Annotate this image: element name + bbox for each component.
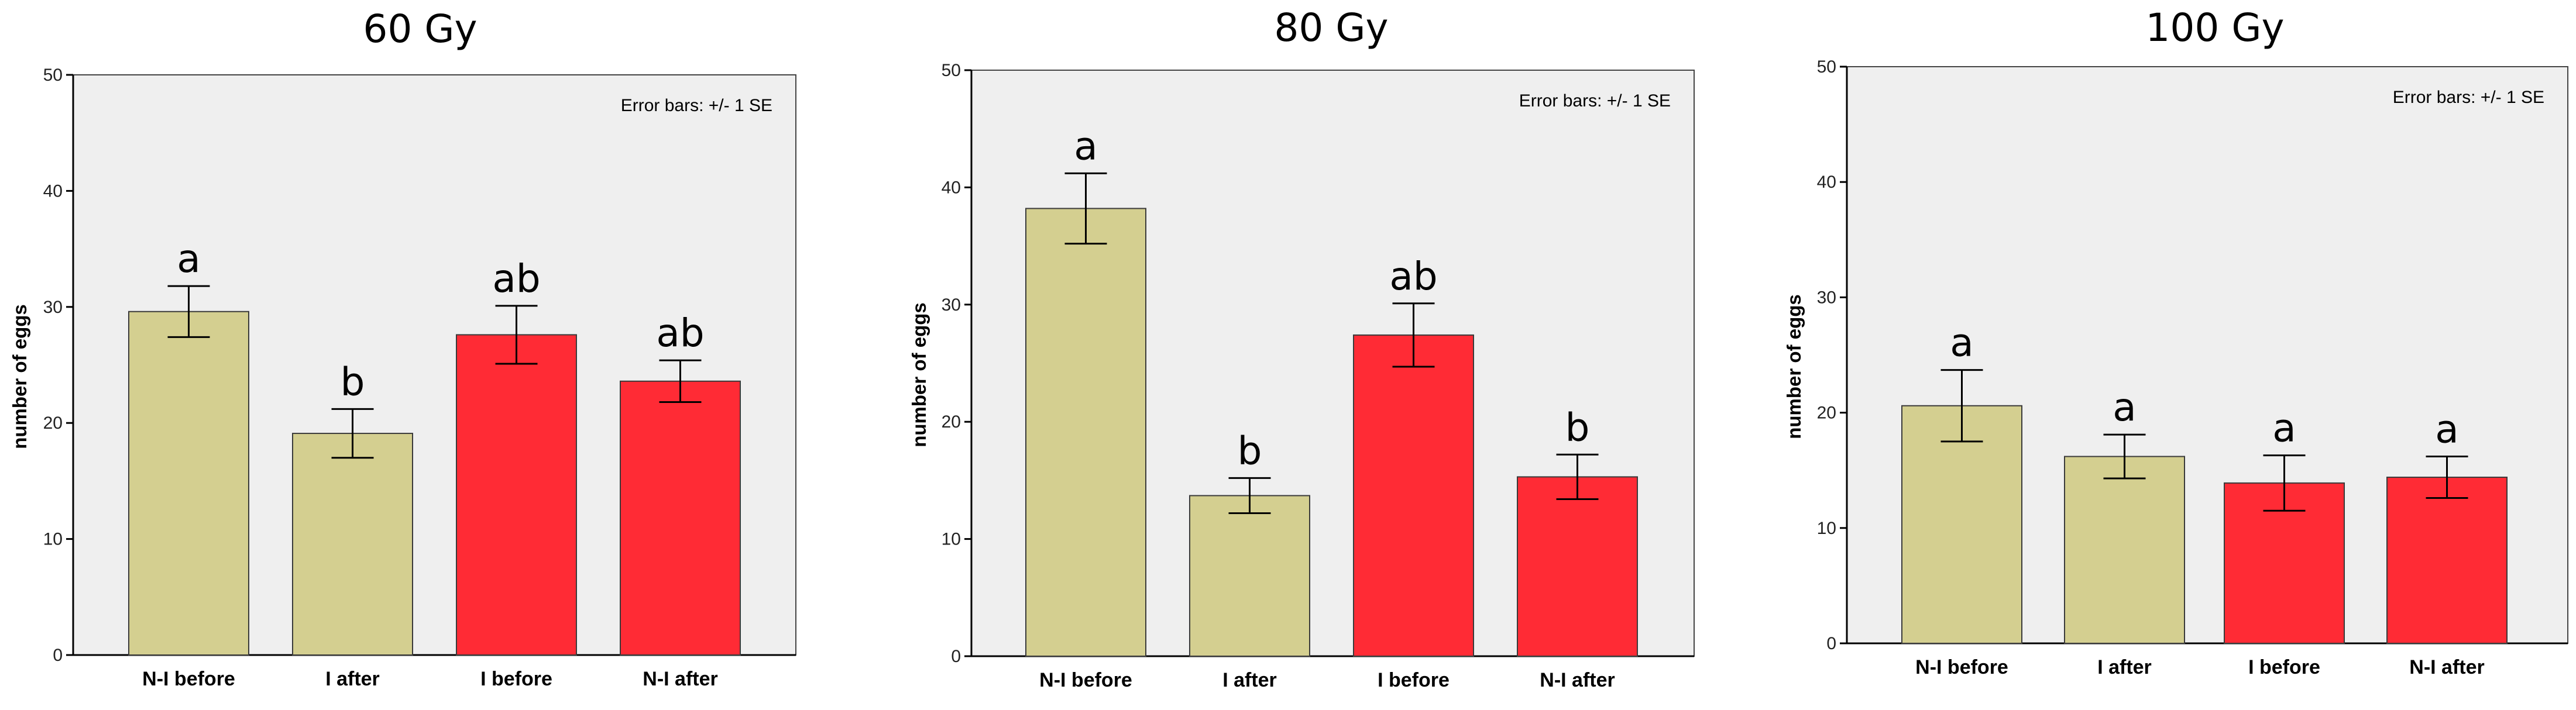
y-tick-label: 50 (43, 66, 63, 85)
y-axis-label: number of eggs (9, 304, 30, 449)
significance-label: a (177, 236, 200, 281)
y-axis-label: number of eggs (908, 302, 930, 447)
error-bar-note: Error bars: +/- 1 SE (1519, 91, 1671, 111)
y-tick-label: 40 (43, 181, 63, 201)
y-tick-label: 20 (1817, 404, 1836, 423)
x-tick-label: I before (1378, 669, 1450, 691)
x-tick-label: N-I before (142, 668, 235, 690)
chart-panel-1: 60 Gy 0 10 20 30 40 50 number of eggs Error bars… (0, 0, 854, 707)
bar (1189, 495, 1310, 657)
x-tick-label: I after (325, 668, 380, 690)
y-tick-label: 40 (1817, 173, 1836, 192)
significance-label: ab (656, 311, 704, 356)
chart-title: 60 Gy (363, 6, 477, 51)
bar (2064, 456, 2185, 644)
y-tick-label: 20 (942, 412, 961, 432)
y-tick-label: 30 (43, 298, 63, 317)
chart-title: 80 Gy (1274, 5, 1388, 50)
chart-svg: 100 Gy 0 10 20 30 40 50 number of eggs Error bar… (1783, 5, 2568, 678)
y-tick-label: 0 (951, 647, 961, 666)
x-tick-label: N-I before (1915, 656, 2008, 678)
bar (292, 433, 413, 656)
significance-label: a (1074, 123, 1097, 168)
chart-svg: 60 Gy 0 10 20 30 40 50 number of eggs Error bars… (9, 6, 796, 690)
x-tick-label: N-I after (643, 668, 717, 690)
x-tick-label: I after (1222, 669, 1277, 691)
y-tick-label: 10 (43, 530, 63, 549)
y-tick-label: 50 (1817, 57, 1836, 77)
significance-label: a (2435, 407, 2458, 452)
y-axis-label: number of eggs (1783, 294, 1805, 439)
bar (620, 380, 741, 656)
y-tick-label: 20 (43, 413, 63, 433)
bar (1901, 405, 2022, 644)
error-bar-note: Error bars: +/- 1 SE (2393, 88, 2544, 107)
bar (1353, 334, 1474, 657)
x-tick-label: N-I before (1039, 669, 1132, 691)
x-tick-label: N-I after (1540, 669, 1615, 691)
y-tick-label: 30 (942, 295, 961, 315)
y-tick-label: 40 (942, 178, 961, 197)
significance-label: a (1950, 320, 1973, 366)
error-bar-note: Error bars: +/- 1 SE (621, 96, 772, 115)
x-tick-label: I before (480, 668, 552, 690)
x-tick-label: I after (2097, 656, 2152, 678)
y-tick-label: 10 (1817, 519, 1836, 538)
y-tick-label: 0 (53, 646, 63, 665)
significance-label: ab (492, 256, 540, 301)
significance-label: b (1565, 405, 1590, 450)
significance-label: a (2272, 406, 2296, 451)
significance-label: b (341, 359, 365, 404)
significance-label: a (2113, 385, 2136, 430)
y-tick-label: 10 (942, 530, 961, 549)
bar (1517, 476, 1638, 657)
bar (2386, 477, 2508, 644)
chart-title: 100 Gy (2145, 5, 2284, 50)
x-tick-label: N-I after (2409, 656, 2484, 678)
y-tick-label: 50 (942, 61, 961, 80)
chart-panel-3: 100 Gy 0 10 20 30 40 50 number of eggs Error bar… (1744, 0, 2576, 707)
bar (456, 334, 577, 656)
chart-svg: 80 Gy 0 10 20 30 40 50 number of eggs Error bars… (908, 5, 1695, 691)
x-tick-label: I before (2248, 656, 2320, 678)
y-tick-label: 30 (1817, 288, 1836, 307)
chart-panel-2: 80 Gy 0 10 20 30 40 50 number of eggs Error bars… (866, 0, 1720, 707)
significance-label: ab (1389, 254, 1437, 299)
bar (1025, 208, 1146, 657)
y-tick-label: 0 (1826, 634, 1836, 653)
bar (128, 311, 249, 656)
significance-label: b (1238, 428, 1262, 473)
